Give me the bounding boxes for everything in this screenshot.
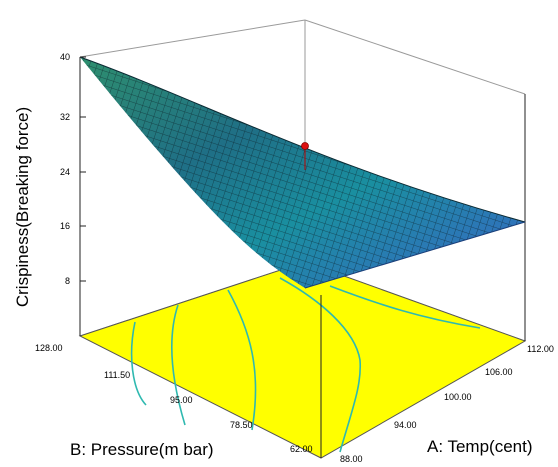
z-tick-label: 16 [60,221,70,231]
contour-line [227,289,257,431]
temp-tick-label: 100.00 [444,392,472,402]
pressure-axis: 128.00 111.50 95.00 78.50 62.00 [35,343,313,454]
contour-line [130,321,147,406]
temp-axis-title: A: Temp(cent) [427,437,533,456]
contour-line [171,304,186,426]
temp-tick-label: 106.00 [485,367,513,377]
temp-tick-label: 94.00 [394,420,417,430]
z-axis-title: Crispiness(Breaking force) [13,107,32,307]
contour-line [279,277,362,453]
pressure-tick-label: 62.00 [290,444,313,454]
pressure-tick-label: 78.50 [230,420,253,430]
temp-tick-label: 88.00 [340,454,363,464]
pressure-tick-label: 95.00 [170,395,193,405]
temp-tick-label: 112.00 [527,344,554,354]
pressure-tick-label: 128.00 [35,343,63,353]
frame-front [79,57,526,458]
design-point [301,142,309,170]
pressure-axis-title: B: Pressure(m bar) [70,440,214,459]
floor-contours [130,277,481,453]
temp-axis: 88.00 94.00 100.00 106.00 112.00 [340,344,554,464]
contour-line [329,285,481,329]
z-tick-label: 32 [60,112,70,122]
pressure-tick-label: 111.50 [104,370,130,380]
z-tick-label: 8 [65,276,70,286]
z-tick-label: 40 [60,52,70,62]
z-axis: 40 32 24 16 8 [60,52,86,286]
z-tick-label: 24 [60,167,70,177]
response-surface [79,56,526,289]
